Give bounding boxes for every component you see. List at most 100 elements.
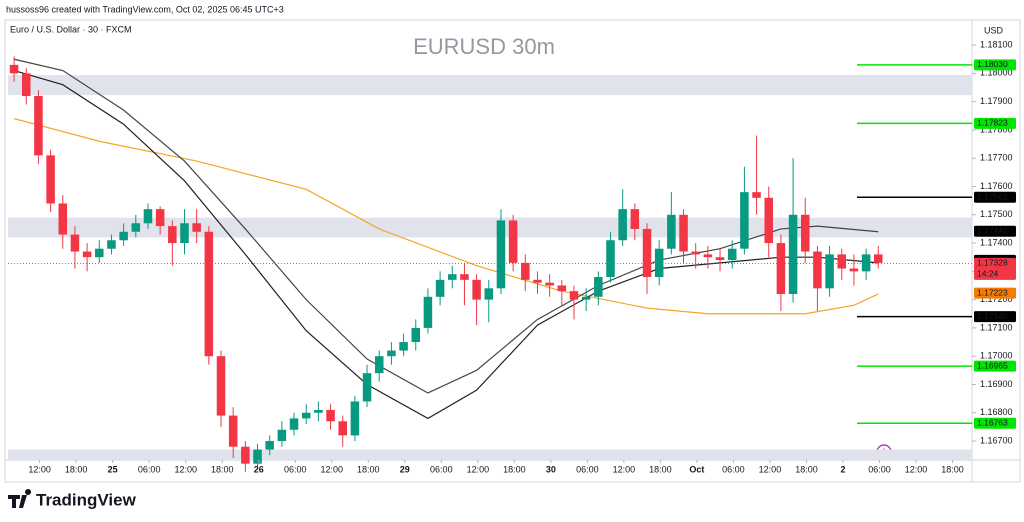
candle-body (837, 254, 847, 269)
candle-body (654, 248, 664, 278)
candle-body (460, 274, 469, 280)
candle-body (484, 288, 494, 300)
x-tick-label: 06:00 (868, 464, 891, 474)
candle-body (204, 231, 214, 357)
candle-body (289, 418, 299, 430)
candle-body (326, 409, 335, 422)
price-label: 1.17562 (977, 192, 1008, 202)
x-tick-label: 12:00 (759, 464, 782, 474)
price-label: 1.17328 (977, 258, 1008, 268)
x-tick-label: 18:00 (357, 464, 380, 474)
candle-body (216, 356, 226, 416)
candle-body (82, 251, 92, 258)
price-label: 1.16965 (977, 360, 1008, 370)
candle-body (58, 203, 68, 235)
candle-body (314, 409, 323, 413)
candle-body (34, 96, 43, 156)
x-tick-label: 18:00 (503, 464, 526, 474)
candle-body (301, 412, 311, 419)
moving-average (13, 58, 879, 394)
candle-body (180, 223, 189, 244)
x-tick-label: 12:00 (467, 464, 490, 474)
y-tick-label: 1.17000 (980, 351, 1013, 361)
x-tick-label: 06:00 (576, 464, 599, 474)
chart-title: EURUSD 30m (413, 34, 555, 59)
price-label: 1.17140 (977, 311, 1008, 321)
candle-body (788, 214, 798, 294)
candle-body (9, 64, 19, 74)
price-label: 1.17823 (977, 118, 1008, 128)
x-tick-label: 2 (840, 464, 845, 474)
candle-body (399, 342, 408, 351)
candle-body (362, 373, 372, 402)
x-tick-label: 06:00 (722, 464, 745, 474)
zone (8, 449, 972, 461)
candle-body (374, 356, 384, 374)
candle-body (679, 214, 688, 252)
y-tick-label: 1.18000 (980, 68, 1013, 78)
x-tick-label: 12:00 (174, 464, 197, 474)
x-tick-label: 12:00 (28, 464, 51, 474)
x-tick-label: 12:00 (321, 464, 344, 474)
candle-body (228, 415, 238, 447)
candle-body (423, 296, 433, 328)
candle-body (521, 262, 530, 280)
candle-body (569, 291, 579, 300)
x-tick-label: 18:00 (795, 464, 818, 474)
candle-body (752, 192, 761, 198)
candle-body (715, 257, 725, 261)
y-tick-label: 1.17500 (980, 209, 1013, 219)
candle-body (435, 279, 445, 297)
currency: USD (984, 25, 1004, 35)
candle-body (800, 214, 810, 252)
header: hussoss96 created with TradingView.com, … (6, 4, 284, 14)
x-tick-label: 12:00 (905, 464, 928, 474)
x-tick-label: 18:00 (65, 464, 88, 474)
candle-body (387, 350, 396, 357)
brand-logo (8, 489, 32, 508)
candle-body (630, 209, 640, 229)
candle-body (606, 240, 615, 278)
candle-body (557, 285, 567, 292)
candle-body (545, 282, 554, 286)
x-tick-label: 18:00 (941, 464, 964, 474)
candle-body (508, 220, 518, 263)
candle-body (776, 243, 786, 294)
plot (8, 56, 972, 473)
price-label-box (974, 311, 1016, 323)
x-tick-label: 18:00 (649, 464, 672, 474)
candle-body (581, 296, 591, 300)
price-label-box (974, 191, 1016, 203)
x-tick-label: 30 (546, 464, 556, 474)
candle-body (70, 234, 80, 252)
x-tick-label: 29 (400, 464, 410, 474)
symbol: Euro / U.S. Dollar · 30 · FXCM (10, 24, 132, 34)
candle-body (618, 209, 627, 241)
x-tick-label: 06:00 (430, 464, 453, 474)
candle-body (241, 446, 250, 464)
x-tick-label: 18:00 (211, 464, 234, 474)
candle-body (107, 240, 116, 249)
price-label-box (974, 225, 1016, 237)
candle-body (703, 254, 713, 258)
x-tick-label: 06:00 (138, 464, 161, 474)
candle-body (667, 214, 676, 249)
y-tick-label: 1.17100 (980, 322, 1013, 332)
candle-body (740, 192, 749, 249)
candle-body (594, 277, 603, 297)
price-label-box (974, 417, 1016, 429)
y-tick-label: 1.18100 (980, 39, 1013, 49)
candle-body (496, 220, 506, 289)
candle-body (338, 421, 347, 436)
price-label-box (974, 59, 1016, 71)
x-tick-label: 12:00 (613, 464, 636, 474)
price-label-box (974, 360, 1016, 372)
y-tick-label: 1.17700 (980, 153, 1013, 163)
x-tick-label: Oct (689, 464, 704, 474)
candle-body (21, 73, 31, 96)
price-label-box (974, 117, 1016, 129)
x-tick-label: 06:00 (284, 464, 307, 474)
candle-body (533, 279, 542, 283)
y-tick-label: 1.17900 (980, 96, 1013, 106)
